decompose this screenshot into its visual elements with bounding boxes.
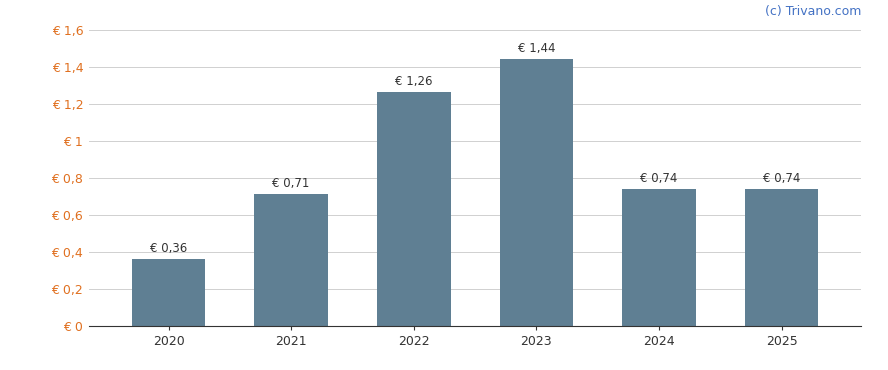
Text: € 1,44: € 1,44 bbox=[518, 42, 555, 55]
Bar bbox=[377, 92, 450, 326]
Bar bbox=[254, 194, 328, 326]
Bar bbox=[745, 189, 819, 326]
Bar bbox=[622, 189, 696, 326]
Text: (c) Trivano.com: (c) Trivano.com bbox=[765, 5, 861, 18]
Bar bbox=[131, 259, 205, 326]
Text: € 0,71: € 0,71 bbox=[273, 177, 310, 190]
Text: € 0,74: € 0,74 bbox=[640, 172, 678, 185]
Text: € 0,74: € 0,74 bbox=[763, 172, 800, 185]
Bar bbox=[500, 59, 573, 326]
Text: € 0,36: € 0,36 bbox=[150, 242, 187, 255]
Text: € 1,26: € 1,26 bbox=[395, 75, 432, 88]
